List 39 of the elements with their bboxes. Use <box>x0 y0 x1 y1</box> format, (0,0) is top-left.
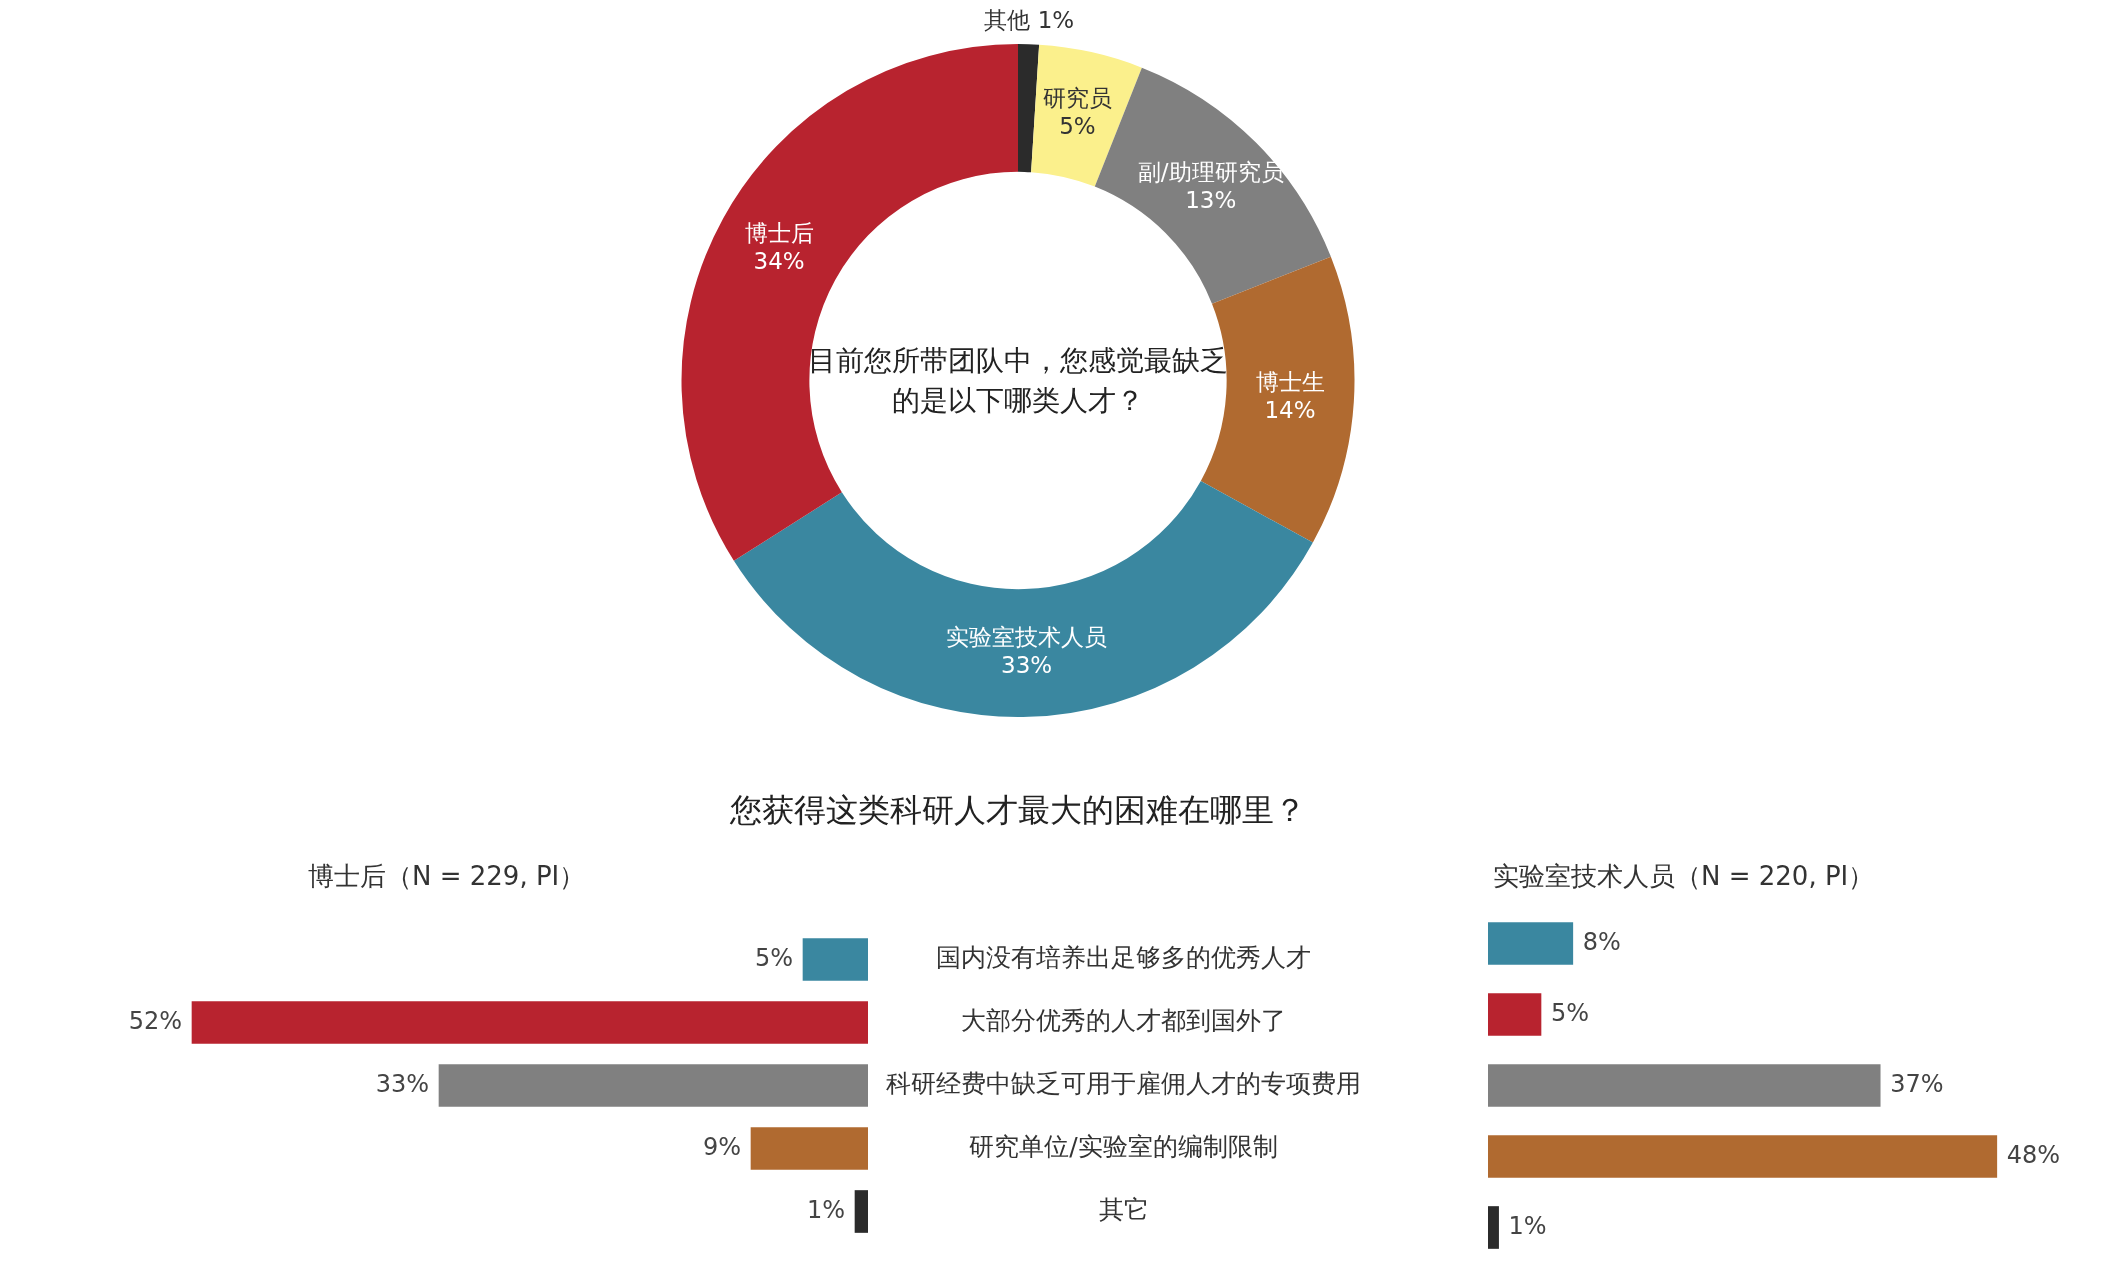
data-label: 5% <box>754 943 793 972</box>
chart-subtitle: 博士后（N = 229, PI） <box>308 860 586 893</box>
slice-label: 研究员 <box>1042 85 1112 112</box>
slice-label: 实验室技术人员 <box>946 623 1108 650</box>
data-label: 1% <box>1508 1211 1547 1240</box>
data-label: 33% <box>1001 651 1053 678</box>
y-tick-label: 科研经费中缺乏可用于雇佣人才的专项费用 <box>886 1069 1361 1098</box>
text: 目前您所带团队中，您感觉最缺乏的是以下哪类人才？ <box>807 342 1229 419</box>
y-tick-label: 研究单位/实验室的编制限制 <box>969 1132 1278 1161</box>
data-label: 13% <box>1185 186 1237 213</box>
bar <box>1488 922 1574 965</box>
y-tick-label: 国内没有培养出足够多的优秀人才 <box>936 943 1311 972</box>
bar <box>1488 1206 1499 1249</box>
text: 您获得这类科研人才最大的困难在哪里？ <box>730 790 1306 831</box>
slice-label: 其他 1% <box>984 7 1075 34</box>
y-tick-label: 其它 <box>1098 1195 1149 1224</box>
data-label: 33% <box>375 1069 429 1098</box>
data-label: 37% <box>1890 1069 1944 1098</box>
bar <box>1488 993 1542 1036</box>
data-label: 52% <box>128 1006 182 1035</box>
bar <box>802 938 868 981</box>
bar <box>438 1064 868 1107</box>
bar <box>854 1190 868 1233</box>
data-label: 48% <box>2006 1140 2061 1169</box>
data-label: 14% <box>1264 396 1316 423</box>
y-tick-label: 大部分优秀的人才都到国外了 <box>961 1006 1286 1035</box>
slice-label: 博士生 <box>1255 368 1325 395</box>
bar <box>1488 1135 1998 1178</box>
data-label: 9% <box>702 1132 741 1161</box>
bar <box>1488 1064 1881 1107</box>
data-label: 5% <box>1059 113 1096 140</box>
slice-label: 博士后 <box>744 220 814 247</box>
data-label: 34% <box>753 248 805 275</box>
data-label: 1% <box>806 1195 845 1224</box>
bar <box>750 1127 868 1170</box>
bar <box>191 1001 868 1044</box>
data-label: 8% <box>1582 927 1621 956</box>
data-label: 5% <box>1551 998 1590 1027</box>
chart-title: 实验室技术人员（N = 220, PI） <box>1493 860 1875 893</box>
